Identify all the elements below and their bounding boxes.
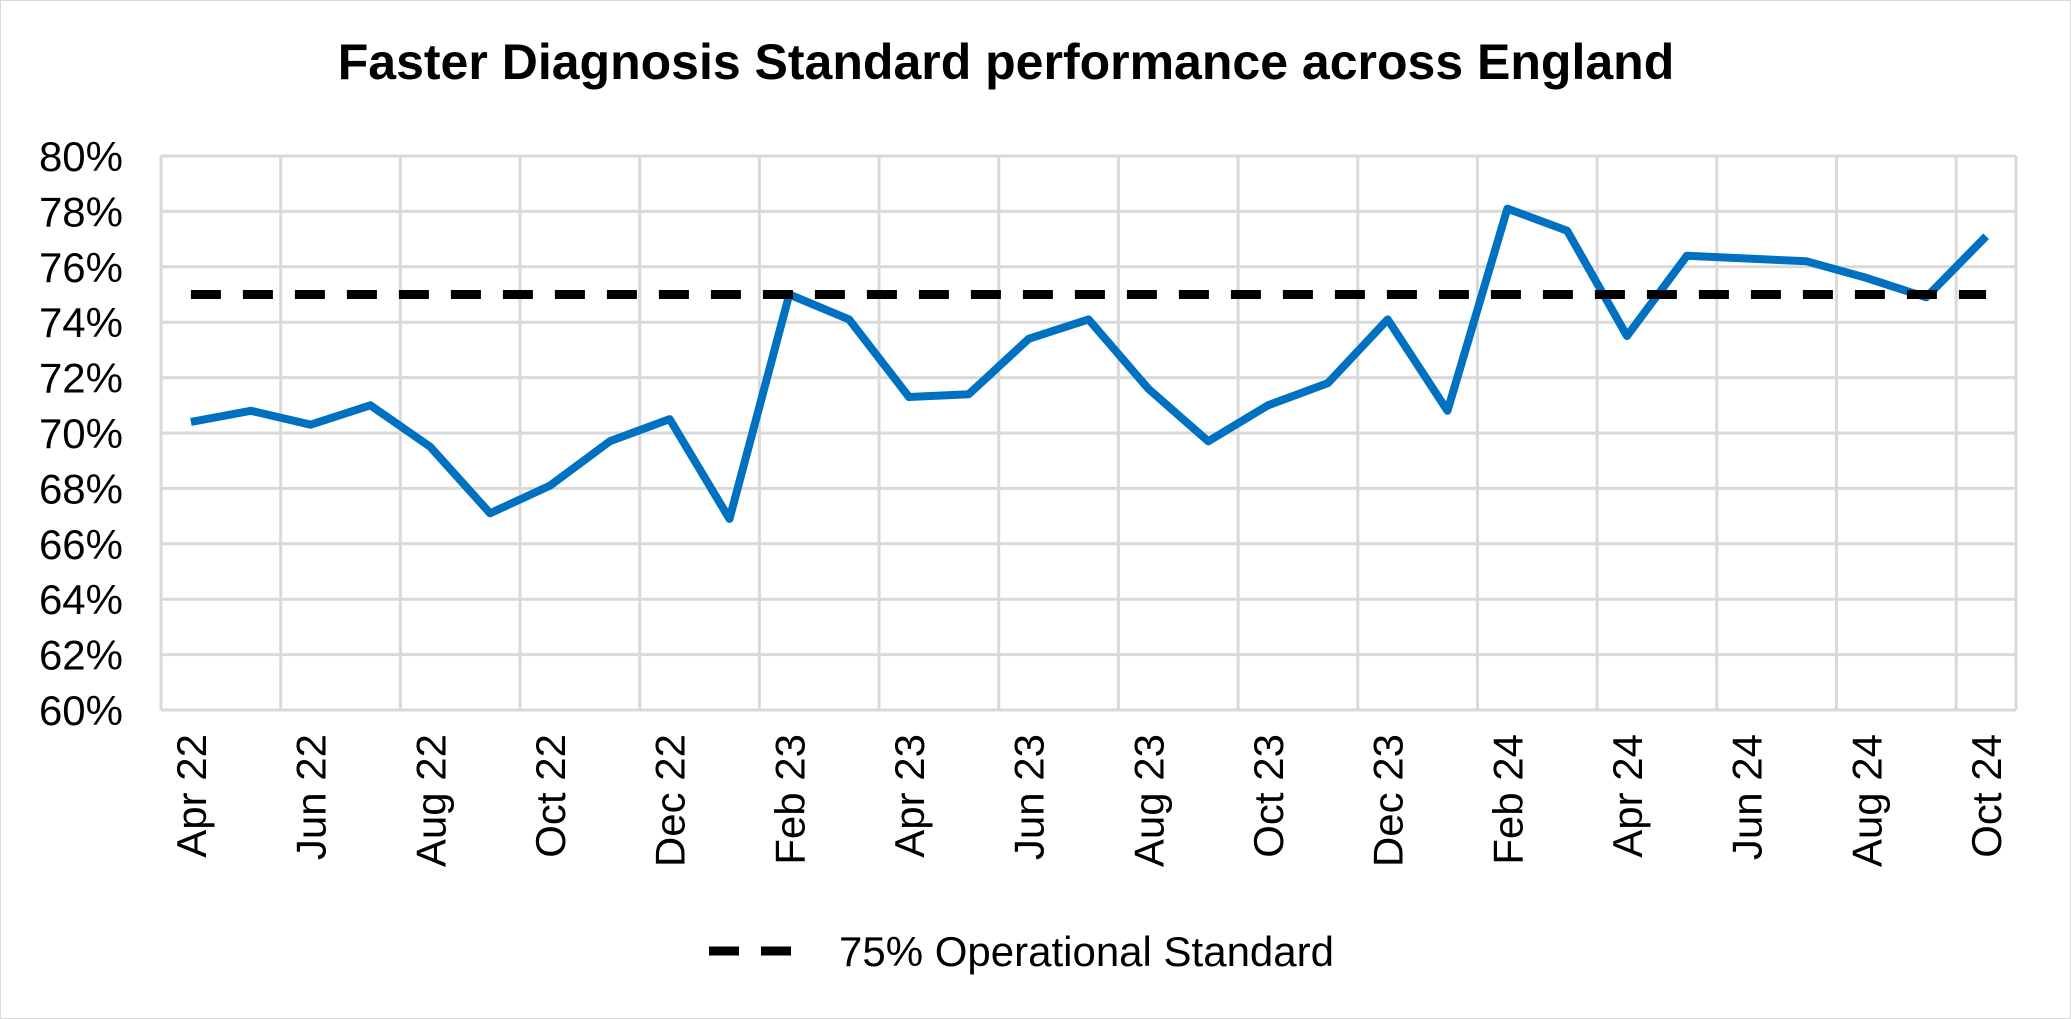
legend-label-operational-standard: 75% Operational Standard: [839, 928, 1334, 975]
x-tick-label: Feb 23: [766, 734, 813, 865]
y-tick-label: 74%: [39, 299, 123, 346]
y-tick-label: 70%: [39, 410, 123, 457]
gridlines: [159, 154, 2018, 712]
series: [190, 204, 1989, 523]
x-tick-label: Dec 22: [647, 734, 694, 867]
x-tick-label: Jun 24: [1724, 734, 1771, 860]
x-tick-label: Dec 23: [1365, 734, 1412, 867]
y-tick-label: 66%: [39, 521, 123, 568]
x-tick-label: Feb 24: [1484, 734, 1531, 865]
y-tick-label: 76%: [39, 244, 123, 291]
y-tick-label: 62%: [39, 632, 123, 679]
legend: 75% Operational Standard: [709, 928, 1334, 975]
y-tick-label: 60%: [39, 687, 123, 734]
x-tick-label: Aug 23: [1125, 734, 1172, 867]
y-tick-label: 68%: [39, 465, 123, 512]
x-tick-label: Jun 22: [288, 734, 335, 860]
x-axis-ticks: Apr 22 Jun 22 Aug 22 Oct 22 Dec 22 Feb 23 Apr …: [168, 734, 2010, 867]
x-tick-label: Apr 23: [886, 734, 933, 858]
x-tick-label: Oct 23: [1245, 734, 1292, 858]
x-tick-label: Oct 24: [1963, 734, 2010, 858]
x-tick-label: Apr 24: [1604, 734, 1651, 858]
series-line-fds-performance: [190, 204, 1989, 523]
chart-title: Faster Diagnosis Standard performance ac…: [338, 34, 1675, 90]
x-tick-label: Apr 22: [168, 734, 215, 858]
y-tick-label: 72%: [39, 355, 123, 402]
x-tick-label: Aug 22: [407, 734, 454, 867]
y-tick-label: 78%: [39, 188, 123, 235]
y-tick-label: 64%: [39, 576, 123, 623]
x-tick-label: Aug 24: [1843, 734, 1890, 867]
x-tick-label: Jun 23: [1006, 734, 1053, 860]
y-tick-label: 80%: [39, 133, 123, 180]
x-tick-label: Oct 22: [527, 734, 574, 858]
y-axis-ticks: 60% 62% 64% 66% 68% 70% 72% 74% 76% 78% 80%: [39, 133, 123, 734]
